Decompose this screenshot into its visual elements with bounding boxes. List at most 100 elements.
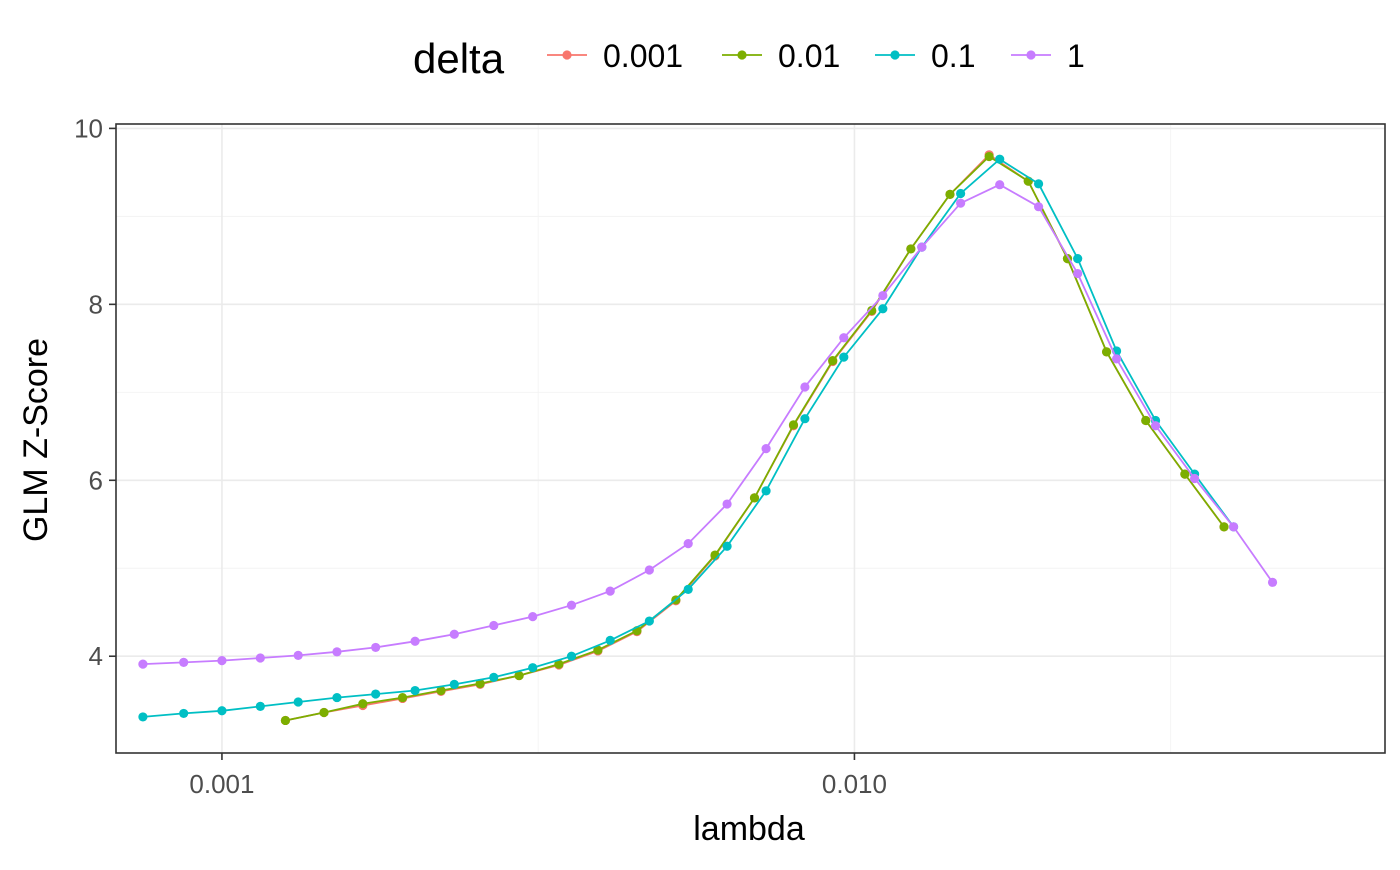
- y-tick-label: 8: [89, 289, 103, 319]
- data-point: [749, 493, 760, 503]
- data-point: [449, 679, 459, 689]
- data-point: [449, 629, 459, 639]
- data-point: [475, 678, 485, 689]
- grid-minor: [116, 124, 1385, 753]
- data-point: [800, 382, 810, 392]
- data-point: [1219, 522, 1229, 532]
- legend-item: 0.001: [547, 38, 683, 74]
- legend-label: 0.01: [778, 38, 840, 74]
- data-point: [1228, 522, 1239, 532]
- data-point: [788, 420, 799, 430]
- legend-item: 0.01: [722, 38, 840, 74]
- data-point: [371, 689, 381, 699]
- data-point: [800, 414, 810, 424]
- x-tick-label: 0.001: [189, 769, 254, 799]
- legend-key-point: [562, 50, 572, 60]
- data-point: [179, 657, 189, 667]
- data-point: [410, 636, 420, 646]
- data-point: [1073, 268, 1083, 279]
- plot-panel: [116, 124, 1385, 753]
- legend-item: 1: [1011, 38, 1085, 74]
- legend-key-point: [1026, 50, 1036, 60]
- y-tick-label: 6: [89, 465, 103, 495]
- data-point: [644, 616, 654, 626]
- data-point: [410, 685, 420, 696]
- legend: delta 0.001 0.01 0.1 1: [413, 35, 1085, 82]
- y-tick-label: 4: [89, 641, 103, 671]
- data-point: [528, 663, 538, 673]
- data-point: [593, 645, 603, 655]
- data-point: [397, 692, 408, 703]
- data-point: [217, 706, 227, 716]
- legend-key-point: [890, 50, 900, 60]
- data-point: [255, 701, 265, 711]
- data-point: [489, 672, 499, 682]
- data-point: [722, 499, 732, 509]
- data-point: [138, 712, 148, 722]
- grid-major: [116, 124, 1385, 753]
- x-axis: 0.001 0.010: [189, 753, 887, 799]
- data-point: [1033, 179, 1044, 189]
- data-point: [956, 188, 966, 199]
- data-point: [332, 647, 342, 657]
- data-point: [179, 708, 189, 719]
- data-point: [1111, 354, 1122, 364]
- data-point: [436, 685, 446, 696]
- legend-item: 0.1: [875, 38, 975, 74]
- data-point: [605, 635, 615, 645]
- data-point: [1101, 347, 1112, 357]
- x-tick-label: 0.010: [822, 769, 887, 799]
- legend-label: 0.001: [603, 38, 683, 74]
- data-point: [839, 333, 849, 343]
- data-point: [255, 653, 265, 663]
- data-point: [566, 600, 577, 610]
- data-point: [528, 612, 538, 622]
- data-point: [1190, 473, 1200, 484]
- plot-border: [115, 123, 1386, 754]
- data-point: [293, 697, 303, 707]
- series-layer: [138, 150, 1278, 726]
- data-point: [839, 352, 849, 362]
- data-point: [1180, 469, 1190, 479]
- data-point: [644, 565, 654, 575]
- data-point: [917, 242, 927, 252]
- data-point: [489, 620, 499, 631]
- data-point: [1150, 421, 1161, 431]
- data-point: [878, 290, 888, 301]
- data-point: [683, 539, 693, 549]
- data-point: [995, 180, 1005, 190]
- series-line: [142, 183, 1274, 665]
- data-point: [1267, 577, 1278, 587]
- legend-label: 0.1: [931, 38, 975, 74]
- data-point: [984, 151, 994, 162]
- series-1: [138, 180, 1278, 669]
- data-point: [995, 154, 1005, 164]
- data-point: [828, 356, 838, 366]
- data-point: [906, 244, 916, 254]
- data-point: [514, 670, 524, 681]
- data-point: [878, 304, 888, 314]
- data-point: [867, 305, 877, 316]
- data-point: [1141, 415, 1151, 426]
- y-axis: 4 6 8 10: [74, 113, 116, 671]
- data-point: [371, 642, 381, 653]
- data-point: [566, 651, 577, 661]
- legend-label: 1: [1067, 38, 1085, 74]
- data-point: [722, 541, 732, 551]
- data-point: [138, 659, 148, 669]
- data-point: [293, 650, 303, 660]
- data-point: [761, 444, 771, 454]
- data-point: [945, 189, 955, 199]
- data-point: [280, 715, 291, 726]
- data-point: [319, 707, 329, 718]
- y-tick-label: 10: [74, 113, 103, 143]
- legend-key-point: [737, 50, 747, 60]
- data-point: [683, 584, 693, 594]
- data-point: [761, 486, 771, 496]
- x-axis-title: lambda: [693, 810, 805, 848]
- legend-title: delta: [413, 35, 505, 82]
- data-point: [1033, 202, 1044, 212]
- data-point: [1073, 253, 1083, 264]
